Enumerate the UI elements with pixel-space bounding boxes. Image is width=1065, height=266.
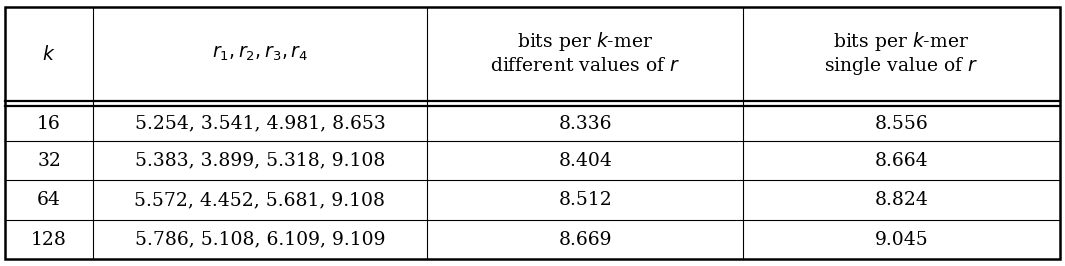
Text: 5.572, 4.452, 5.681, 9.108: 5.572, 4.452, 5.681, 9.108 [134,191,386,209]
Text: bits per $k$-mer: bits per $k$-mer [518,30,653,53]
Text: $k$: $k$ [43,44,55,64]
Text: 8.512: 8.512 [558,191,612,209]
Text: different values of $r$: different values of $r$ [490,57,681,76]
Text: 8.556: 8.556 [874,115,929,132]
Text: 8.664: 8.664 [874,152,929,170]
Text: 5.786, 5.108, 6.109, 9.109: 5.786, 5.108, 6.109, 9.109 [134,231,386,249]
Text: 16: 16 [37,115,61,132]
Text: 32: 32 [37,152,61,170]
Text: 8.669: 8.669 [558,231,612,249]
Text: 128: 128 [31,231,67,249]
Text: $r_1, r_2, r_3, r_4$: $r_1, r_2, r_3, r_4$ [212,45,308,63]
Text: bits per $k$-mer: bits per $k$-mer [834,30,969,53]
Text: single value of $r$: single value of $r$ [824,56,979,77]
Text: 5.254, 3.541, 4.981, 8.653: 5.254, 3.541, 4.981, 8.653 [134,115,386,132]
Text: 64: 64 [37,191,61,209]
Text: 8.824: 8.824 [874,191,929,209]
Text: 9.045: 9.045 [874,231,929,249]
Text: 8.404: 8.404 [558,152,612,170]
Text: 5.383, 3.899, 5.318, 9.108: 5.383, 3.899, 5.318, 9.108 [135,152,386,170]
Text: 8.336: 8.336 [558,115,612,132]
